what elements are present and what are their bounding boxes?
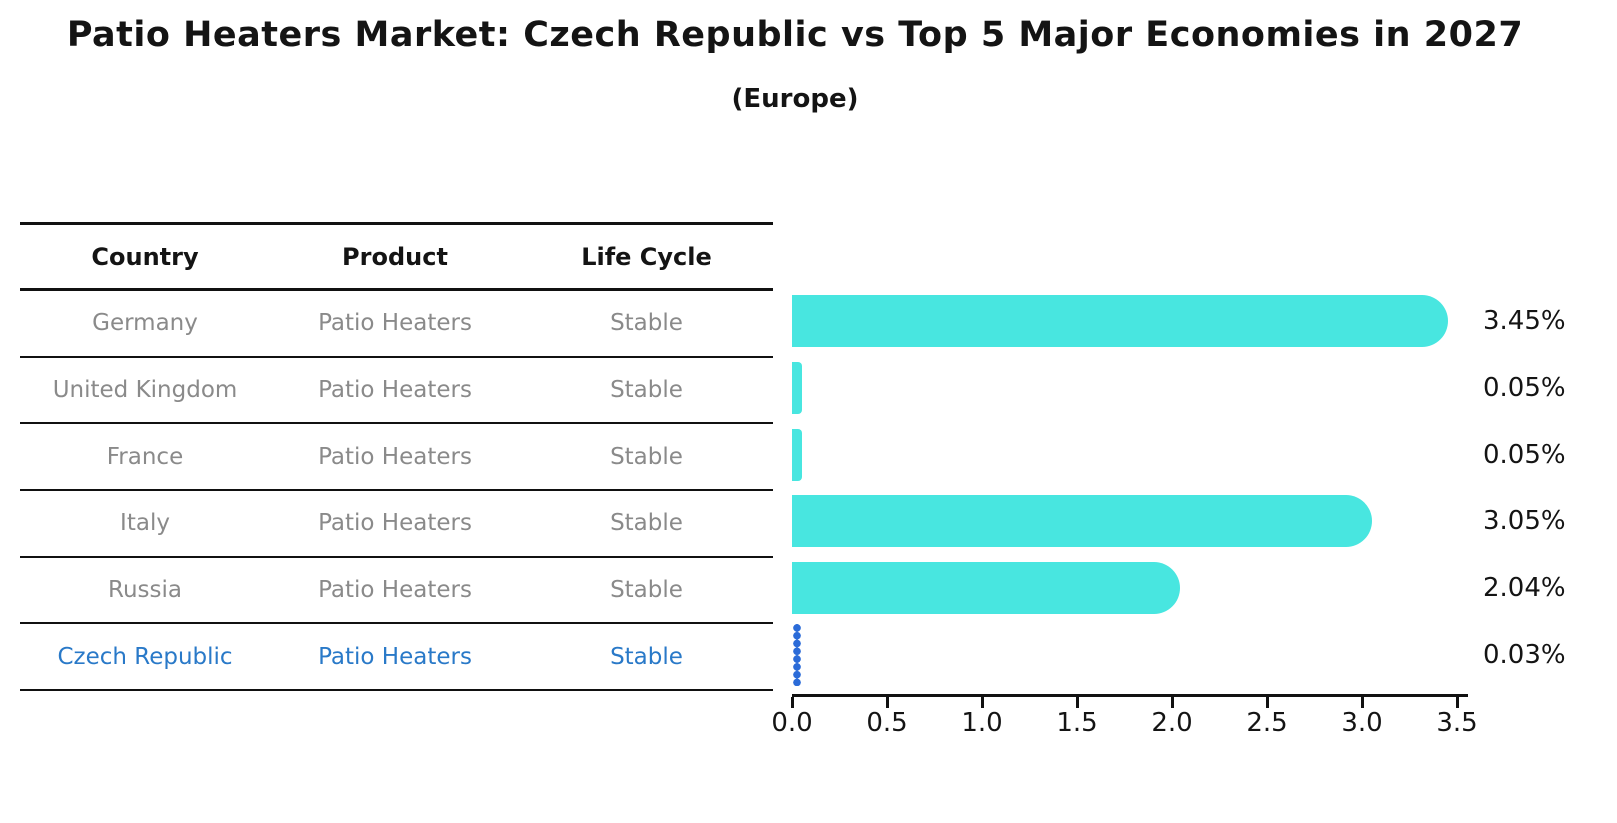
table-row: United Kingdom Patio Heaters Stable (20, 358, 773, 425)
x-axis-tick (790, 697, 794, 708)
table-cell-country: Germany (92, 310, 198, 337)
x-axis-tick-label: 0.0 (771, 708, 813, 738)
table-row: France Patio Heaters Stable (20, 424, 773, 492)
bar-value-label: 3.45% (1483, 306, 1566, 337)
bar (792, 428, 802, 481)
bar-value-label: 0.03% (1483, 639, 1566, 670)
table-cell-product: Patio Heaters (318, 577, 472, 604)
bar-value-label: 0.05% (1483, 373, 1566, 404)
table-cell-lifecycle: Stable (610, 377, 683, 404)
x-axis-tick-label: 1.5 (1056, 708, 1098, 738)
table-cell-product: Patio Heaters (318, 643, 472, 670)
table-row: Russia Patio Heaters Stable (20, 558, 773, 625)
chart-title: Patio Heaters Market: Czech Republic vs … (66, 15, 1524, 55)
table-row: Czech Republic Patio Heaters Stable (20, 624, 773, 692)
table-row: Italy Patio Heaters Stable (20, 491, 773, 558)
bar (792, 495, 1372, 548)
table-cell-lifecycle: Stable (610, 643, 683, 670)
x-axis-tick (885, 697, 889, 708)
x-axis-tick-label: 3.5 (1436, 708, 1478, 738)
bar (792, 295, 1448, 348)
x-axis-tick-label: 2.0 (1151, 708, 1193, 738)
x-axis-tick (1455, 697, 1459, 708)
x-axis-tick-label: 3.0 (1341, 708, 1383, 738)
bar-value-label: 2.04% (1483, 573, 1566, 604)
table-cell-product: Patio Heaters (318, 377, 472, 404)
x-axis-tick (980, 697, 984, 708)
table-row: Germany Patio Heaters Stable (20, 291, 773, 358)
table-cell-country: France (106, 443, 184, 470)
table-cell-product: Patio Heaters (318, 310, 472, 337)
table-cell-product: Patio Heaters (318, 443, 472, 470)
chart-subtitle: (Europe) (731, 84, 859, 114)
country-table: Country Product Life Cycle Germany Patio … (20, 222, 773, 692)
table-cell-country: United Kingdom (52, 377, 238, 404)
x-axis-tick (1075, 697, 1079, 708)
table-header-lifecycle: Life Cycle (581, 242, 712, 271)
table-header-row: Country Product Life Cycle (20, 225, 773, 291)
table-header-product: Product (342, 242, 448, 271)
table-cell-country: Russia (108, 577, 182, 604)
x-axis-tick (1360, 697, 1364, 708)
bar (792, 362, 802, 415)
table-header-country: Country (91, 242, 199, 271)
table-rows: Germany Patio Heaters Stable United Kingdom… (20, 291, 773, 692)
highlight-bar (792, 623, 802, 686)
table-cell-country: Czech Republic (57, 643, 233, 670)
x-axis-line (792, 694, 1468, 697)
table-cell-lifecycle: Stable (610, 577, 683, 604)
table-cell-country: Italy (120, 510, 170, 537)
table-cell-product: Patio Heaters (318, 510, 472, 537)
bar-value-label: 3.05% (1483, 506, 1566, 537)
x-axis-tick-label: 0.5 (866, 708, 908, 738)
x-axis-tick (1265, 697, 1269, 708)
bar (792, 562, 1180, 615)
table-cell-lifecycle: Stable (610, 443, 683, 470)
x-axis-tick-label: 1.0 (961, 708, 1003, 738)
table-cell-lifecycle: Stable (610, 310, 683, 337)
x-axis-tick-label: 2.5 (1246, 708, 1288, 738)
bar-value-label: 0.05% (1483, 439, 1566, 470)
x-axis-tick (1170, 697, 1174, 708)
table-cell-lifecycle: Stable (610, 510, 683, 537)
